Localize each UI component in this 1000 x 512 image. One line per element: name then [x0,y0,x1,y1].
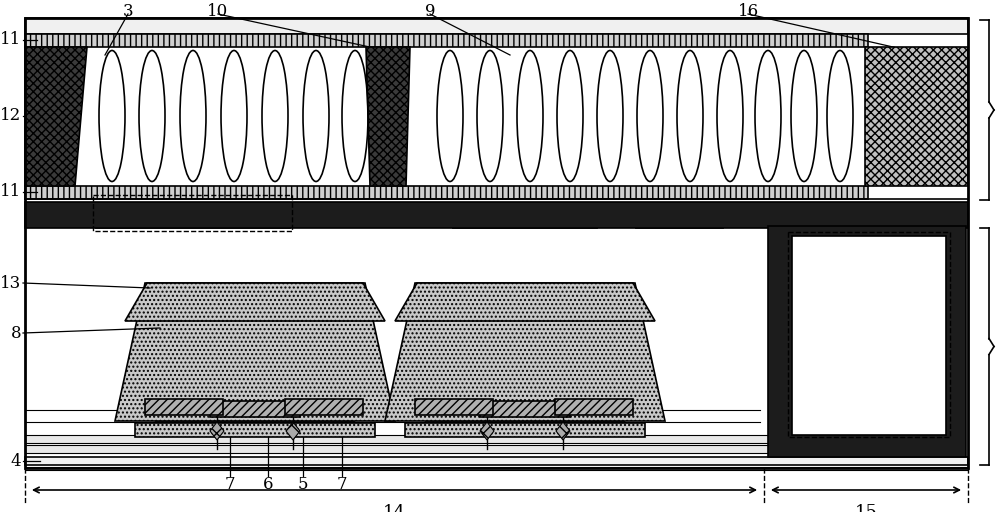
Bar [145,399,223,415]
Bar [25,18,968,468]
Polygon shape [556,422,570,440]
Bar [25,457,968,465]
Bar [25,186,868,199]
Bar [25,445,768,453]
Polygon shape [25,47,87,186]
Bar [480,401,570,417]
Text: 12: 12 [0,108,21,124]
Bar [25,202,968,228]
Bar [405,423,645,437]
Bar [285,399,363,415]
Bar [865,47,968,186]
Bar [25,18,968,34]
Text: 7: 7 [337,476,347,493]
Polygon shape [115,283,395,421]
Bar [635,202,723,228]
Bar [452,202,597,228]
Text: 8: 8 [10,325,21,342]
Polygon shape [210,422,224,440]
Text: 11: 11 [0,32,21,49]
Text: 5: 5 [298,476,308,493]
Polygon shape [366,47,410,186]
Polygon shape [385,283,665,421]
Polygon shape [425,385,625,421]
Text: 4: 4 [10,453,21,470]
Text: 11: 11 [0,183,21,201]
Text: 15: 15 [855,504,877,512]
Text: 3: 3 [123,3,133,19]
Text: 10: 10 [207,3,229,19]
Polygon shape [155,385,355,421]
Bar [768,226,966,457]
Text: 6: 6 [263,476,273,493]
Text: 16: 16 [737,3,759,19]
Text: 7: 7 [225,476,235,493]
Polygon shape [395,283,655,321]
Bar [555,399,633,415]
Bar [210,401,300,417]
Bar [415,399,493,415]
Polygon shape [480,422,494,440]
Text: 13: 13 [0,274,21,291]
Bar [25,435,768,443]
Bar [788,232,950,437]
Text: 9: 9 [425,3,435,19]
Bar [135,423,375,437]
Bar [792,236,946,435]
Text: 14: 14 [383,504,405,512]
Polygon shape [286,422,300,440]
Bar [25,34,868,47]
Polygon shape [125,283,385,321]
Bar [95,202,290,228]
Bar [93,195,292,231]
